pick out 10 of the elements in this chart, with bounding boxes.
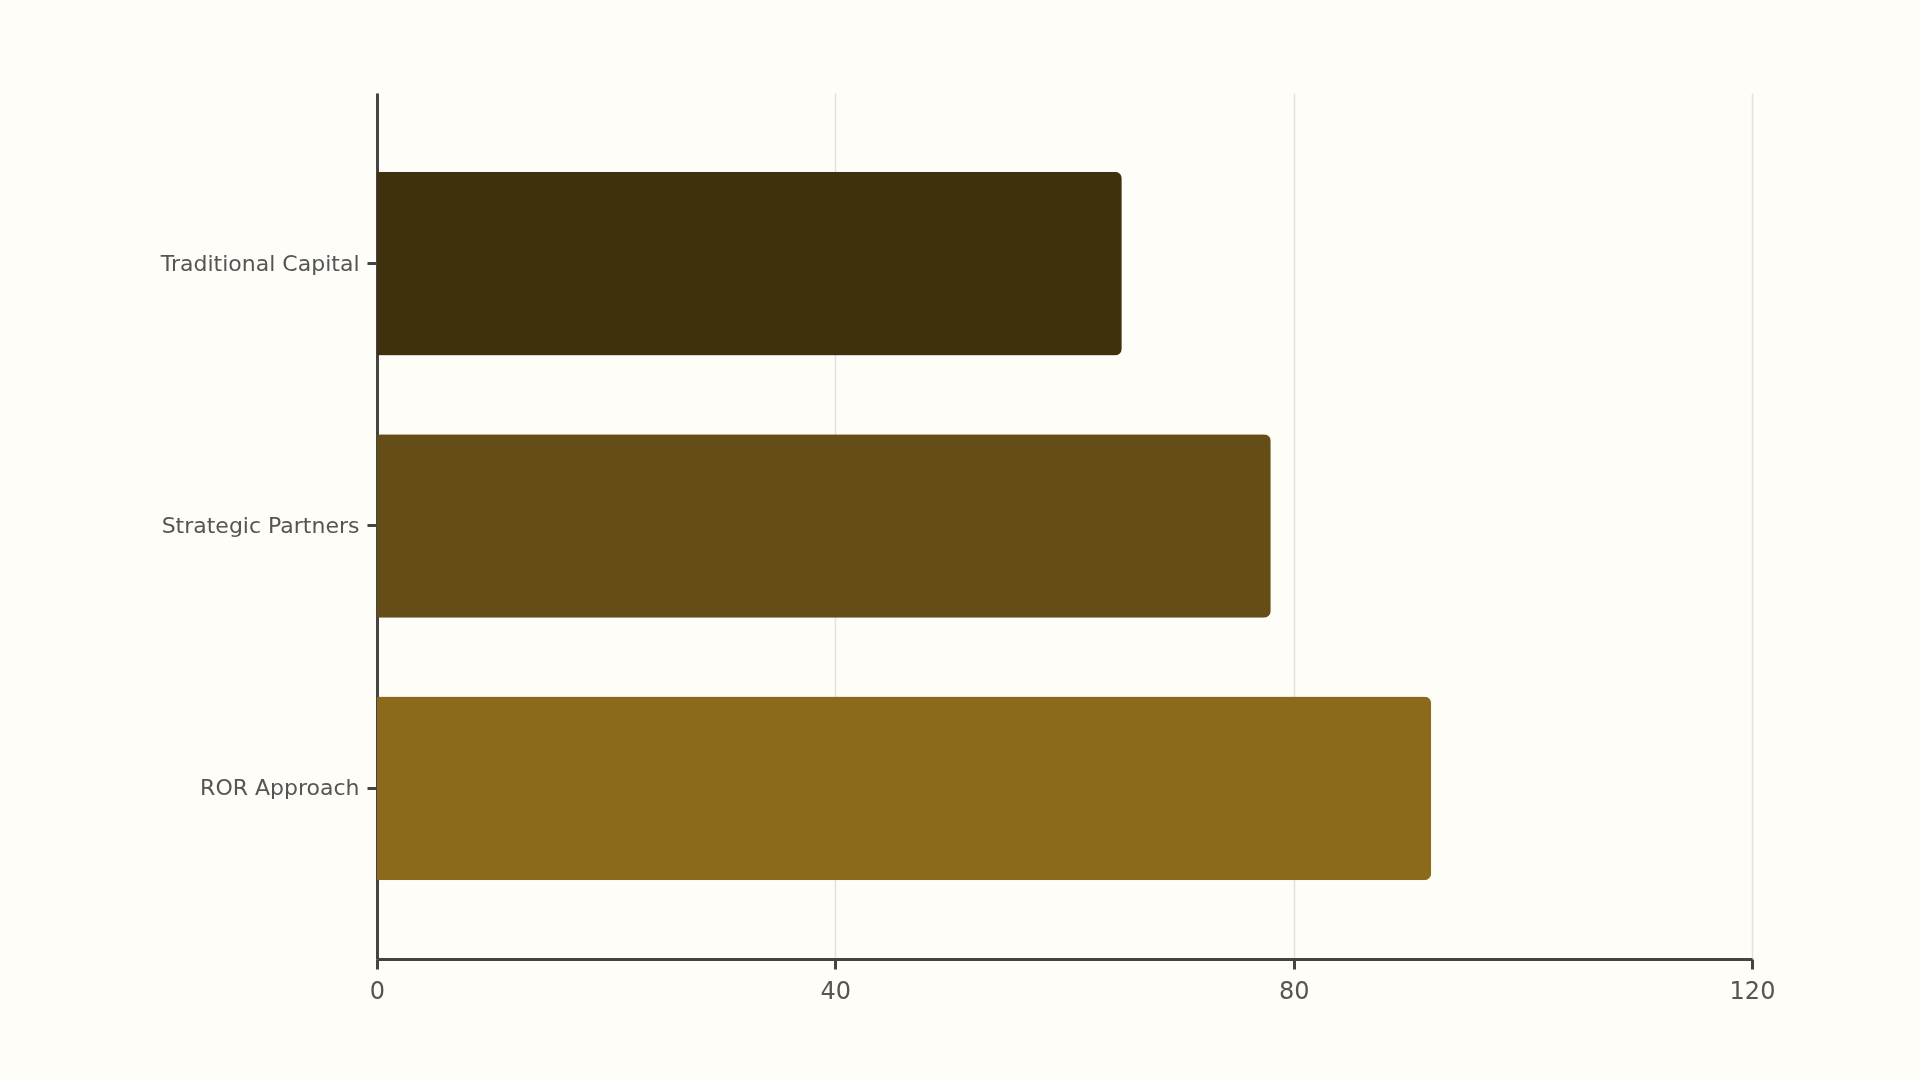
- x-tick-label: 40: [820, 976, 852, 1005]
- bar: [377, 171, 1122, 356]
- x-tick-label: 120: [1729, 976, 1776, 1005]
- x-tick-label: 80: [1278, 976, 1310, 1005]
- bar: [377, 434, 1271, 618]
- x-tick-label: 0: [369, 976, 386, 1005]
- y-tick-label: Strategic Partners: [161, 513, 360, 538]
- y-tick-label: ROR Approach: [200, 775, 360, 801]
- bar: [377, 696, 1432, 881]
- y-tick-label: Traditional Capital: [159, 250, 360, 276]
